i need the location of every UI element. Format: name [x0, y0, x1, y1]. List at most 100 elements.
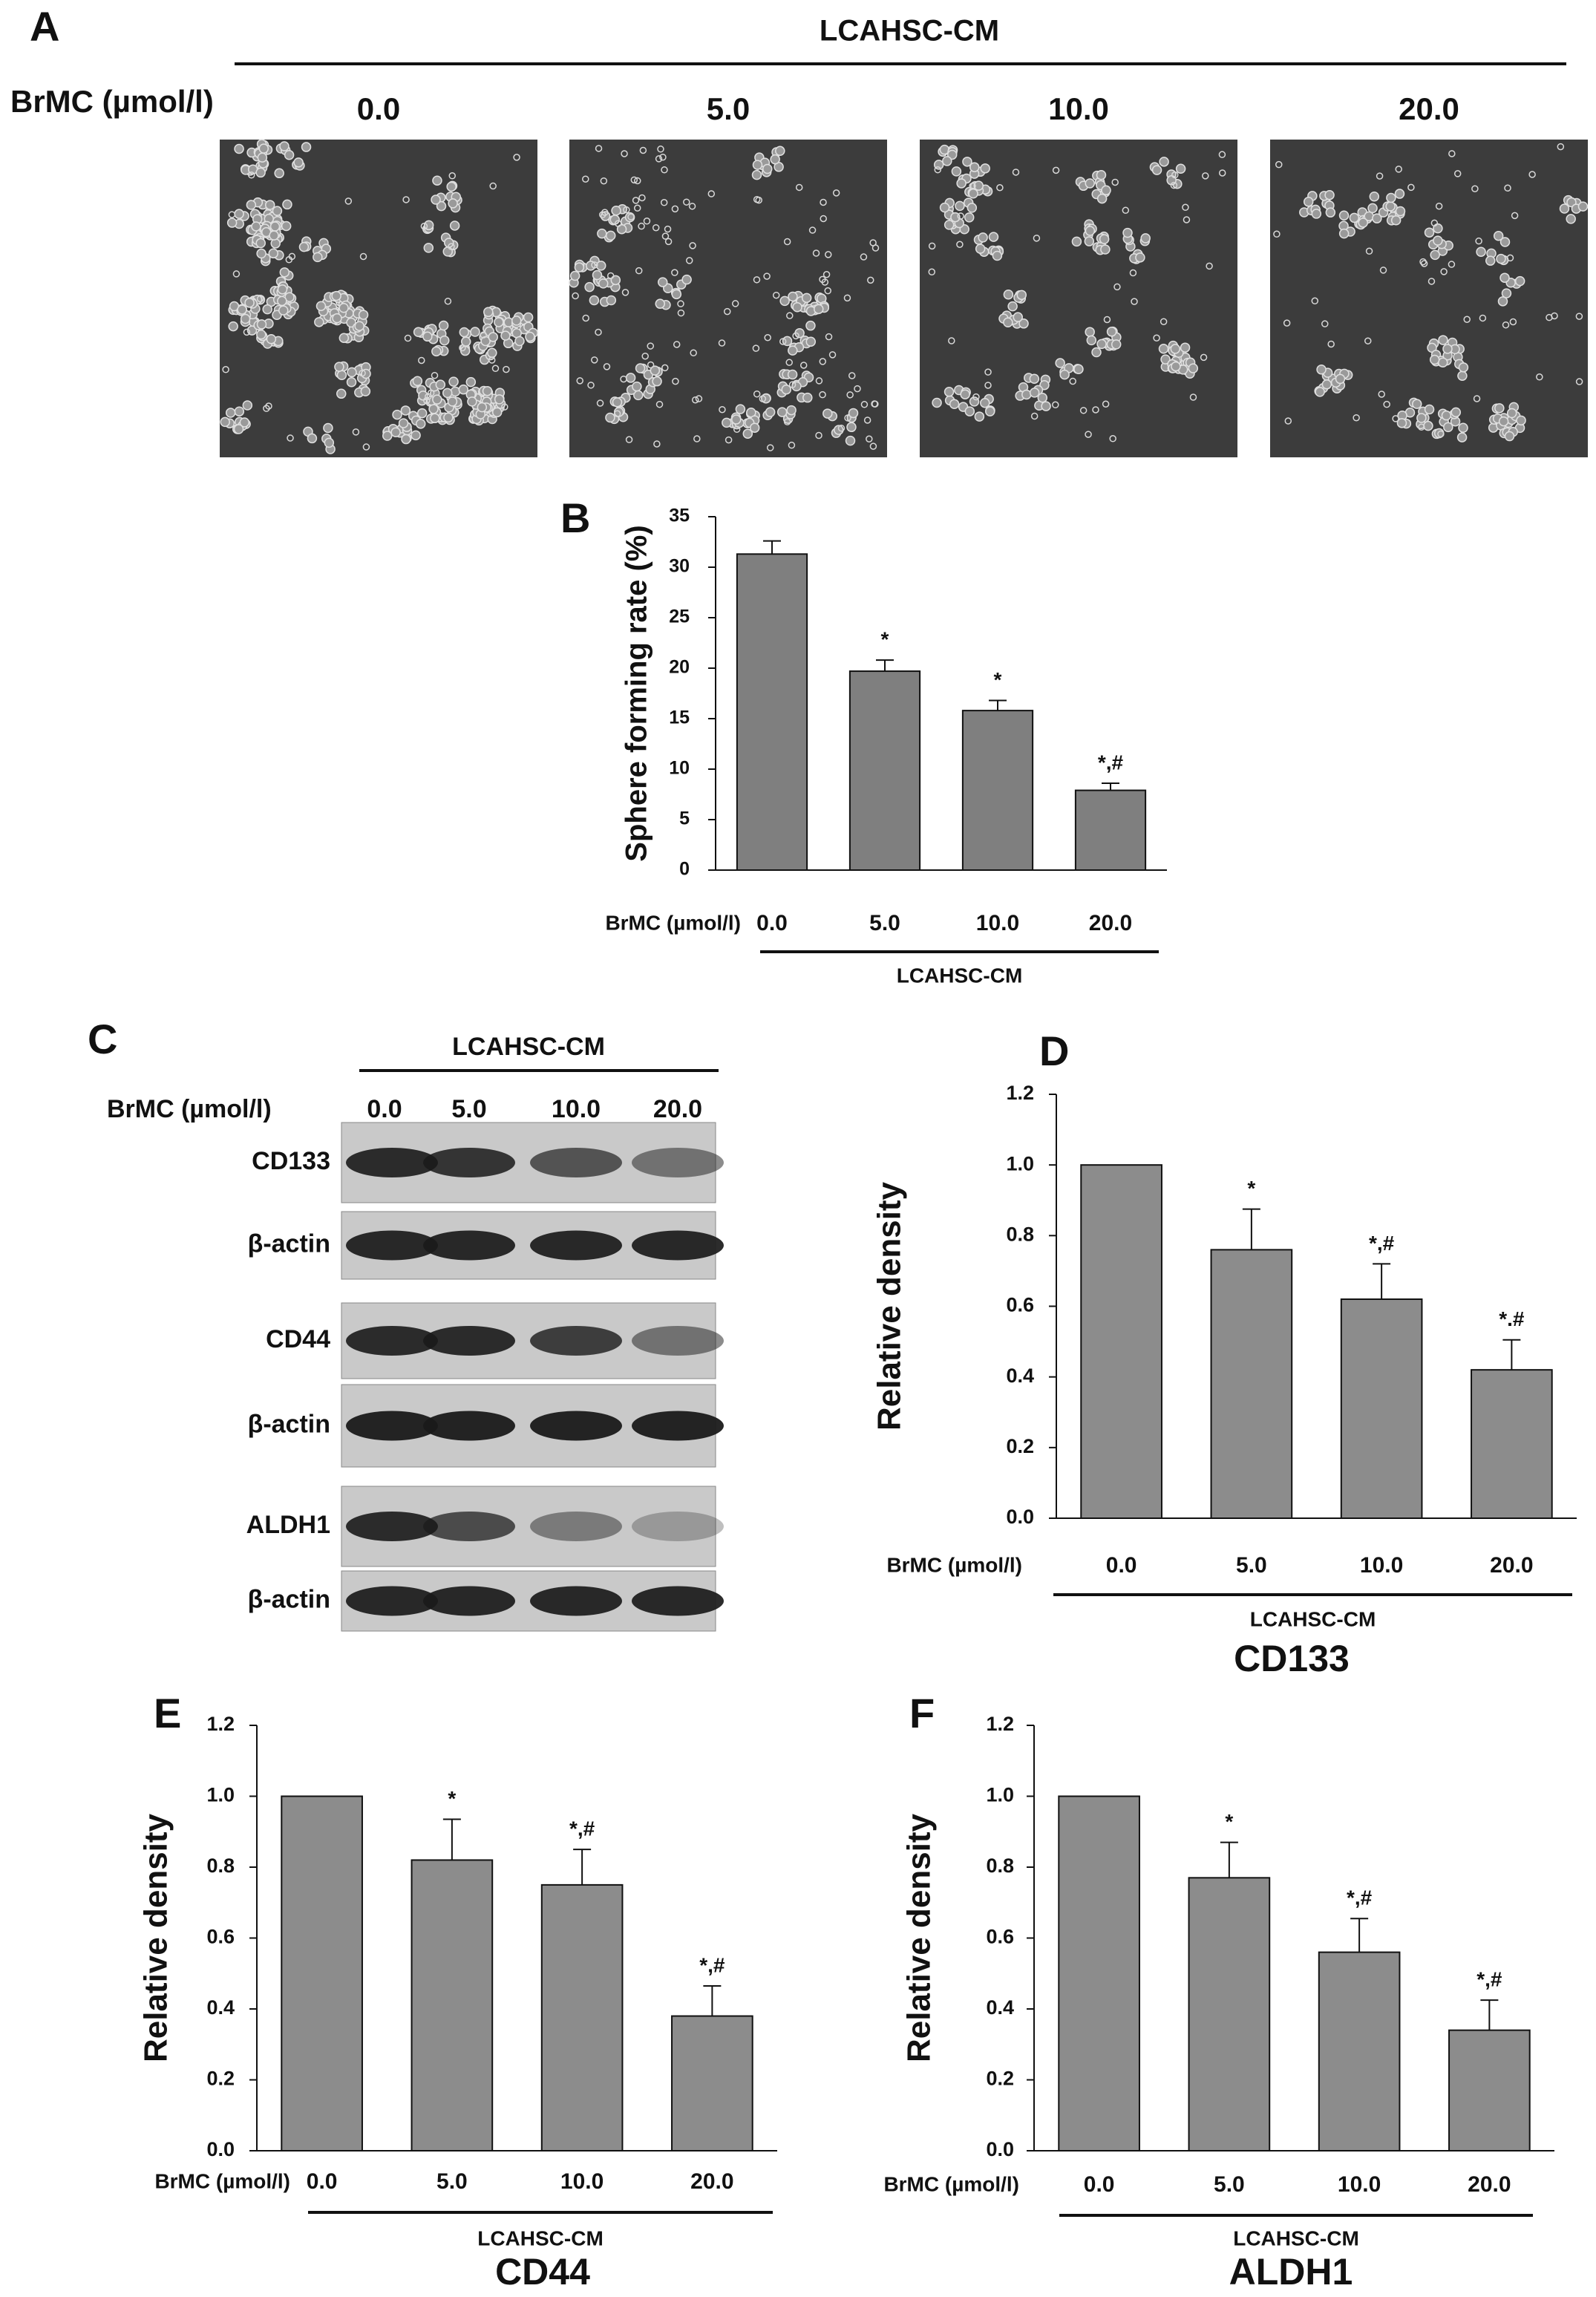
bar: [671, 2015, 753, 2152]
cell: [323, 422, 333, 434]
cell: [595, 145, 603, 152]
cell: [613, 407, 624, 417]
significance-mark: *: [448, 1787, 456, 1810]
cell: [1566, 214, 1576, 224]
cell: [243, 328, 251, 336]
x-prefix-label: BrMC (µmol/l): [886, 1553, 1022, 1576]
cell: [1188, 363, 1199, 373]
group-label: LCAHSC-CM: [897, 964, 1023, 987]
cell: [458, 384, 469, 395]
cell: [606, 272, 615, 280]
y-tick-label: 0.4: [206, 1996, 235, 2019]
cell: [655, 298, 665, 309]
micrograph: [1270, 140, 1589, 457]
cell: [1514, 275, 1525, 287]
blot-band: [346, 1326, 438, 1356]
cell: [969, 396, 980, 407]
cell: [632, 197, 640, 204]
cell: [1111, 339, 1122, 350]
cell: [844, 414, 851, 422]
cell: [786, 405, 797, 416]
significance-mark: *,#: [1476, 1967, 1502, 1990]
cell: [1499, 272, 1510, 283]
cell: [459, 344, 466, 352]
cell: [968, 189, 978, 199]
cell: [591, 261, 598, 269]
blot-band: [346, 1586, 438, 1616]
cell: [673, 341, 681, 348]
cell: [226, 218, 238, 228]
cell: [392, 409, 402, 420]
cell: [613, 410, 621, 418]
cell: [432, 175, 442, 186]
bar: [736, 553, 808, 871]
cell: [1471, 185, 1479, 192]
cell: [600, 177, 608, 185]
cell: [501, 403, 508, 411]
cell: [1528, 171, 1536, 178]
cell: [415, 419, 426, 429]
cell: [1055, 358, 1065, 368]
cell: [228, 321, 238, 332]
cell: [413, 327, 424, 338]
cell: [832, 189, 840, 197]
cell: [1135, 252, 1145, 263]
cell: [279, 141, 290, 151]
cell: [595, 261, 606, 271]
cell: [352, 428, 360, 436]
cell: [764, 334, 771, 342]
cell: [939, 202, 950, 213]
cell: [488, 356, 496, 364]
cell: [611, 206, 621, 216]
cell: [354, 321, 364, 331]
cell: [446, 181, 457, 192]
cell: [683, 198, 690, 206]
cell: [753, 390, 761, 398]
cell: [984, 406, 995, 416]
cell: [659, 153, 667, 161]
cell: [1021, 389, 1032, 400]
cell: [332, 313, 342, 324]
cell: [951, 166, 962, 177]
cell: [477, 402, 488, 413]
blot-band: [346, 1411, 438, 1441]
cell: [1092, 406, 1099, 414]
blot-band: [632, 1512, 724, 1541]
x-tick-label: 0.0: [756, 911, 788, 935]
cell: [1424, 404, 1435, 415]
cell: [576, 377, 583, 385]
cell: [596, 399, 604, 407]
cell: [402, 196, 410, 203]
significance-mark: *,#: [1347, 1886, 1373, 1909]
blot-band: [530, 1326, 622, 1356]
y-axis-label: Relative density: [138, 1813, 174, 2062]
cell: [1423, 420, 1433, 431]
cell: [1303, 197, 1314, 207]
cell: [1456, 432, 1468, 442]
significance-mark: *.#: [1499, 1307, 1525, 1330]
y-tick-label: 0.2: [986, 2068, 1014, 2090]
cell: [765, 407, 776, 417]
cell: [606, 295, 617, 306]
cell: [725, 436, 733, 444]
blot-band: [632, 1326, 724, 1356]
cell: [614, 220, 622, 227]
cell: [228, 211, 236, 218]
cell: [612, 397, 623, 408]
panel-label: C: [88, 1016, 117, 1062]
cell: [984, 382, 992, 389]
y-tick-label: 30: [669, 556, 690, 577]
cell: [1424, 227, 1435, 238]
blot-band: [530, 1230, 622, 1261]
cell: [1113, 283, 1121, 291]
cell: [232, 270, 241, 278]
cell: [792, 332, 799, 340]
cell: [1575, 378, 1583, 385]
cell: [1029, 373, 1040, 384]
cell: [487, 347, 497, 359]
cell: [815, 431, 822, 440]
cell: [1100, 244, 1111, 255]
cell: [1501, 288, 1512, 298]
cell: [1029, 388, 1040, 398]
x-prefix-label: BrMC (µmol/l): [154, 2169, 290, 2192]
